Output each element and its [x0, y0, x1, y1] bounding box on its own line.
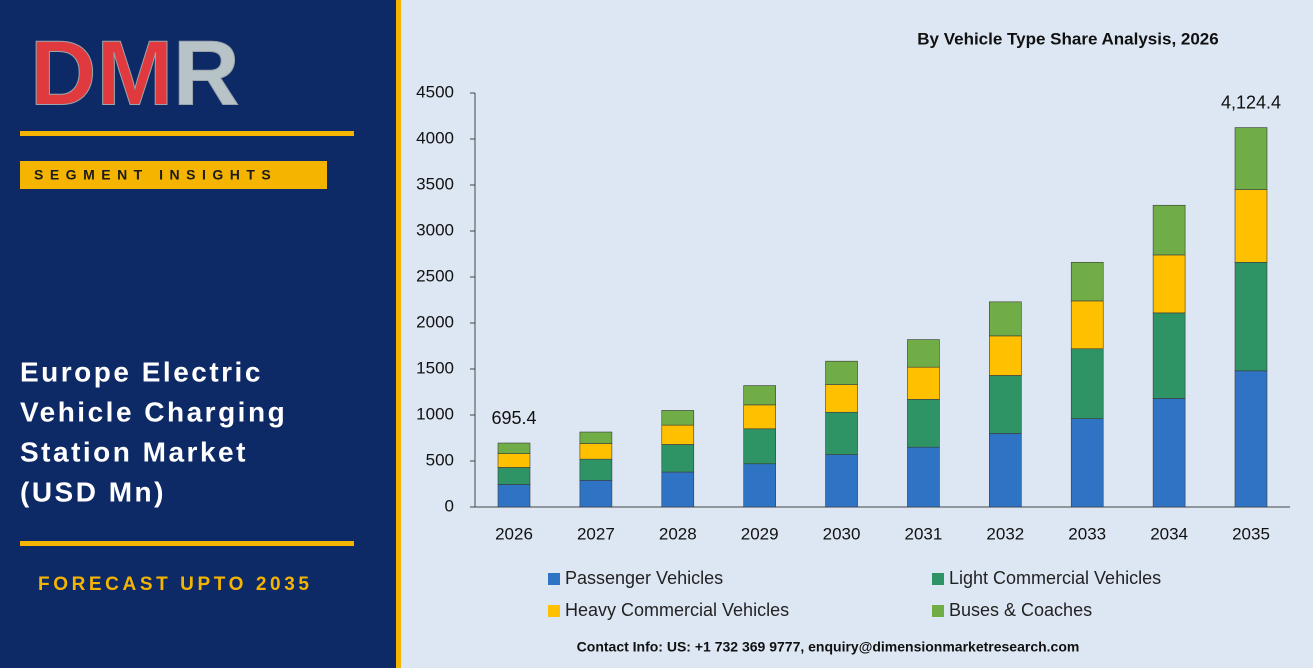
- bar-segment: [825, 454, 858, 508]
- bar-segment: [907, 399, 940, 448]
- bar-segment: [1234, 261, 1268, 372]
- x-tick-label: 2026: [495, 524, 533, 543]
- bar-segment: [1152, 254, 1186, 314]
- bar-segment: [497, 453, 531, 468]
- legend-label: Light Commercial Vehicles: [949, 568, 1161, 588]
- forecast: FORECAST UPTO 2035: [38, 574, 313, 595]
- bar-segment: [743, 463, 776, 508]
- legend-swatch: [548, 605, 560, 617]
- x-tick-label: 2035: [1232, 524, 1270, 543]
- bar-segment: [497, 442, 531, 454]
- bar-segment: [579, 458, 613, 481]
- bar-segment: [1234, 127, 1268, 190]
- bar-segment: [743, 428, 776, 465]
- x-tick-label: 2032: [986, 524, 1024, 543]
- bar-segment: [1070, 300, 1104, 350]
- x-tick-label: 2033: [1068, 524, 1106, 543]
- bar-segment: [1070, 418, 1104, 508]
- bar-segment: [1152, 398, 1186, 508]
- legend-label: Heavy Commercial Vehicles: [565, 600, 789, 620]
- divider: [396, 0, 401, 668]
- bar-segment: [743, 385, 776, 406]
- y-tick-label: 3000: [416, 220, 454, 239]
- bar-segment: [661, 410, 695, 426]
- bar-segment: [1152, 312, 1186, 399]
- title-line: Vehicle Charging: [20, 396, 287, 427]
- y-tick-label: 0: [445, 496, 454, 515]
- legend-label: Passenger Vehicles: [565, 568, 723, 588]
- contact: Contact Info: US: +1 732 369 9777, enqui…: [577, 639, 1080, 655]
- y-tick-label: 2000: [416, 312, 454, 331]
- legend-swatch: [932, 573, 944, 585]
- total-label: 695.4: [491, 408, 536, 428]
- bar-segment: [1070, 261, 1104, 302]
- y-tick-label: 1500: [416, 358, 454, 377]
- badge: SEGMENT INSIGHTS: [34, 167, 277, 183]
- x-tick-label: 2030: [823, 524, 861, 543]
- bar-segment: [1234, 370, 1268, 508]
- bar-segment: [907, 446, 940, 508]
- legend-label: Buses & Coaches: [949, 600, 1092, 620]
- y-tick-label: 4000: [416, 128, 454, 147]
- bar-segment: [1070, 348, 1104, 419]
- bar-segment: [825, 411, 858, 455]
- bar-segment: [989, 375, 1022, 434]
- bar-segment: [907, 366, 940, 400]
- legend-swatch: [548, 573, 560, 585]
- x-tick-label: 2034: [1150, 524, 1188, 543]
- bar-segment: [825, 360, 858, 385]
- bar-segment: [661, 424, 695, 445]
- x-tick-label: 2031: [905, 524, 943, 543]
- bar-segment: [989, 335, 1022, 376]
- bar-segment: [989, 301, 1022, 337]
- x-tick-label: 2028: [659, 524, 697, 543]
- x-tick-label: 2027: [577, 524, 615, 543]
- bar-segment: [661, 444, 695, 473]
- sidebar: [0, 0, 396, 668]
- bar-segment: [989, 433, 1022, 508]
- y-tick-label: 1000: [416, 404, 454, 423]
- title-line: (USD Mn): [20, 476, 166, 507]
- y-tick-label: 500: [426, 450, 454, 469]
- bar-segment: [1152, 204, 1186, 256]
- bar-segment: [497, 484, 531, 508]
- bar-segment: [1234, 189, 1268, 263]
- bar-segment: [497, 467, 531, 485]
- bar-segment: [579, 443, 613, 460]
- bar-segment: [743, 404, 776, 430]
- bar-segment: [579, 480, 613, 508]
- bar-segment: [825, 384, 858, 413]
- title-line: Europe Electric: [20, 356, 263, 387]
- rule: [20, 131, 354, 136]
- rule: [20, 541, 354, 546]
- chart-title: By Vehicle Type Share Analysis, 2026: [917, 29, 1218, 48]
- bar-segment: [661, 471, 695, 508]
- legend-swatch: [932, 605, 944, 617]
- bar-segment: [907, 339, 940, 368]
- bar-segment: [579, 431, 613, 444]
- badge-box: [20, 161, 327, 189]
- title-line: Station Market: [20, 436, 248, 467]
- x-tick-label: 2029: [741, 524, 779, 543]
- y-tick-label: 4500: [416, 82, 454, 101]
- total-label: 4,124.4: [1221, 92, 1281, 112]
- y-tick-label: 3500: [416, 174, 454, 193]
- logo: DMR: [30, 22, 240, 124]
- y-tick-label: 2500: [416, 266, 454, 285]
